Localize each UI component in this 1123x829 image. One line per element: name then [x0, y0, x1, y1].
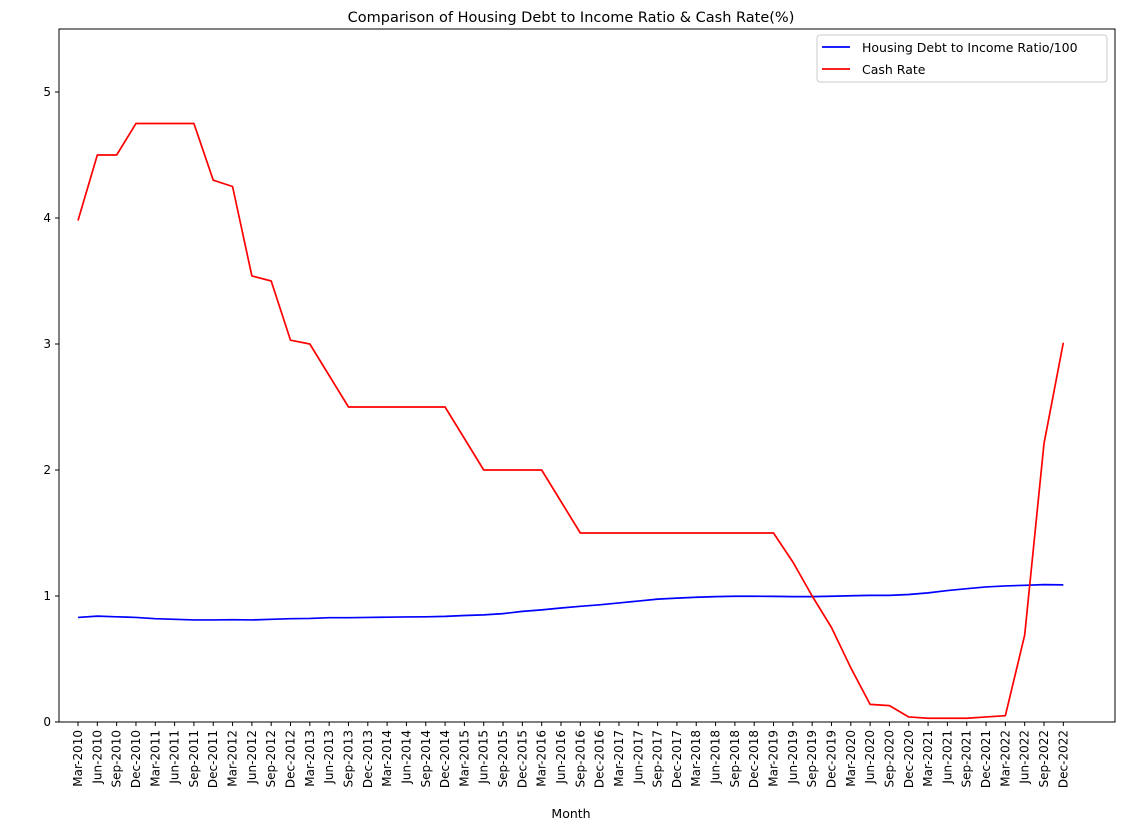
- x-tick-label: Jun-2010: [90, 730, 104, 785]
- x-tick-label: Jun-2020: [863, 730, 877, 785]
- x-tick-label: Sep-2010: [110, 730, 124, 788]
- x-tick-label: Jun-2013: [322, 730, 336, 785]
- x-tick-label: Sep-2020: [882, 730, 896, 788]
- x-tick-label: Mar-2012: [226, 730, 240, 787]
- x-tick-label: Mar-2022: [998, 730, 1012, 787]
- x-tick-label: Mar-2010: [71, 730, 85, 787]
- x-tick-label: Dec-2018: [747, 730, 761, 788]
- y-tick-label: 0: [43, 715, 51, 729]
- x-tick-label: Sep-2011: [187, 730, 201, 788]
- x-tick-label: Dec-2012: [284, 730, 298, 788]
- y-tick-label: 4: [43, 211, 51, 225]
- x-tick-label: Dec-2010: [129, 730, 143, 788]
- x-tick-label: Mar-2013: [303, 730, 317, 787]
- x-tick-label: Sep-2015: [496, 730, 510, 788]
- x-tick-label: Mar-2015: [457, 730, 471, 787]
- y-tick-label: 3: [43, 337, 51, 351]
- plot-frame: [58, 28, 1116, 723]
- x-tick-label: Sep-2012: [264, 730, 278, 788]
- y-tick-label: 1: [43, 589, 51, 603]
- x-tick-label: Mar-2021: [921, 730, 935, 787]
- x-tick-label: Mar-2011: [148, 730, 162, 787]
- x-tick-label: Mar-2018: [689, 730, 703, 787]
- series-line-housing-debt: [77, 583, 1064, 621]
- y-tick-label: 5: [43, 85, 51, 99]
- legend: Housing Debt to Income Ratio/100 Cash Ra…: [816, 34, 1108, 83]
- x-tick-label: Dec-2020: [902, 730, 916, 788]
- x-tick-label: Mar-2016: [535, 730, 549, 787]
- series-line-cash-rate: [77, 122, 1065, 720]
- x-tick-label: Dec-2015: [515, 730, 529, 788]
- legend-label-cash-rate: Cash Rate: [862, 62, 926, 77]
- x-tick-label: Sep-2022: [1037, 730, 1051, 788]
- x-tick-label: Dec-2022: [1056, 730, 1070, 788]
- x-tick-label: Jun-2012: [245, 730, 259, 785]
- x-tick-label: Dec-2014: [438, 730, 452, 788]
- x-tick-label: Sep-2021: [960, 730, 974, 788]
- x-tick-label: Sep-2014: [419, 730, 433, 788]
- x-tick-label: Mar-2014: [380, 730, 394, 787]
- x-tick-label: Jun-2017: [631, 730, 645, 785]
- x-tick-label: Dec-2013: [361, 730, 375, 788]
- x-tick-label: Sep-2018: [728, 730, 742, 788]
- x-tick-label: Jun-2022: [1018, 730, 1032, 785]
- x-tick-label: Jun-2018: [709, 730, 723, 785]
- x-axis-label: Month: [551, 806, 590, 821]
- x-tick-label: Dec-2017: [670, 730, 684, 788]
- x-tick-label: Mar-2019: [767, 730, 781, 787]
- x-tick-label: Mar-2020: [844, 730, 858, 787]
- x-tick-label: Dec-2011: [206, 730, 220, 788]
- y-tick-label: 2: [43, 463, 51, 477]
- x-tick-label: Sep-2013: [341, 730, 355, 788]
- x-tick-label: Jun-2021: [940, 730, 954, 785]
- x-tick-label: Mar-2017: [612, 730, 626, 787]
- x-tick-label: Jun-2015: [477, 730, 491, 785]
- x-tick-label: Jun-2011: [168, 730, 182, 785]
- legend-label-housing-debt: Housing Debt to Income Ratio/100: [862, 40, 1078, 55]
- x-tick-label: Dec-2016: [593, 730, 607, 788]
- x-tick-label: Dec-2019: [824, 730, 838, 788]
- x-axis: Mar-2010 Jun-2010 Sep-2010 Dec-2010 Mar-2011…: [71, 722, 1070, 788]
- x-tick-label: Jun-2014: [399, 730, 413, 785]
- x-tick-label: Jun-2016: [554, 730, 568, 785]
- x-tick-label: Dec-2021: [979, 730, 993, 788]
- chart-title: Comparison of Housing Debt to Income Rat…: [348, 10, 795, 26]
- x-tick-label: Sep-2016: [573, 730, 587, 788]
- y-axis: 0 1 2 3 4 5: [43, 85, 59, 729]
- x-tick-label: Sep-2019: [805, 730, 819, 788]
- x-tick-label: Sep-2017: [651, 730, 665, 788]
- series-lines: [77, 122, 1065, 720]
- legend-box: [816, 34, 1108, 83]
- x-tick-label: Jun-2019: [786, 730, 800, 785]
